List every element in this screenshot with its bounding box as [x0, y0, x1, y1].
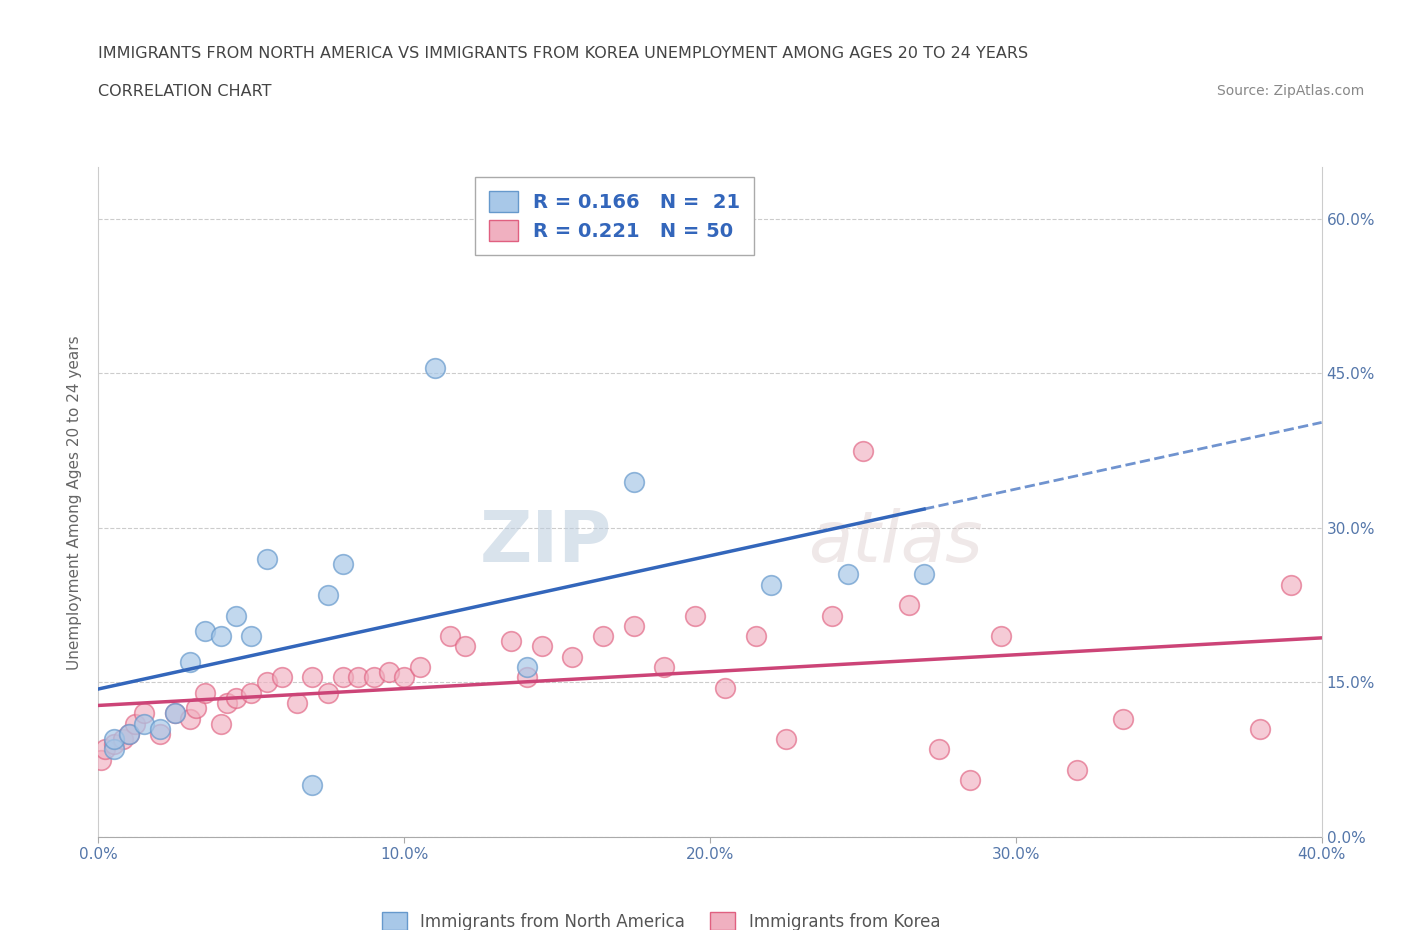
Point: [1249, 722, 1271, 737]
Point: [149, 722, 172, 737]
Point: [516, 670, 538, 684]
Point: [990, 629, 1012, 644]
Point: [623, 474, 645, 489]
Point: [363, 670, 385, 684]
Y-axis label: Unemployment Among Ages 20 to 24 years: Unemployment Among Ages 20 to 24 years: [67, 335, 83, 670]
Point: [439, 629, 461, 644]
Point: [90, 752, 112, 767]
Point: [240, 685, 263, 700]
Point: [347, 670, 370, 684]
Point: [652, 659, 675, 674]
Text: atlas: atlas: [808, 508, 983, 577]
Point: [852, 444, 875, 458]
Point: [118, 726, 141, 741]
Point: [959, 773, 981, 788]
Point: [408, 659, 430, 674]
Point: [821, 608, 844, 623]
Point: [225, 690, 247, 705]
Point: [623, 618, 645, 633]
Point: [1112, 711, 1135, 726]
Point: [194, 623, 217, 638]
Point: [103, 732, 125, 747]
Point: [209, 629, 232, 644]
Point: [270, 670, 292, 684]
Point: [1279, 578, 1302, 592]
Point: [301, 670, 323, 684]
Text: IMMIGRANTS FROM NORTH AMERICA VS IMMIGRANTS FROM KOREA UNEMPLOYMENT AMONG AGES 2: IMMIGRANTS FROM NORTH AMERICA VS IMMIGRA…: [98, 46, 1029, 61]
Text: CORRELATION CHART: CORRELATION CHART: [98, 84, 271, 99]
Point: [256, 551, 278, 566]
Point: [928, 742, 950, 757]
Point: [93, 742, 115, 757]
Point: [423, 361, 446, 376]
Legend: Immigrants from North America, Immigrants from Korea: Immigrants from North America, Immigrant…: [368, 899, 953, 930]
Point: [775, 732, 797, 747]
Point: [163, 706, 186, 721]
Point: [149, 726, 172, 741]
Point: [332, 670, 354, 684]
Point: [285, 696, 308, 711]
Point: [378, 665, 401, 680]
Point: [837, 567, 859, 582]
Point: [454, 639, 477, 654]
Point: [163, 706, 186, 721]
Point: [134, 706, 156, 721]
Point: [194, 685, 217, 700]
Point: [316, 685, 339, 700]
Point: [103, 742, 125, 757]
Point: [103, 737, 125, 751]
Point: [301, 778, 323, 793]
Point: [118, 726, 141, 741]
Point: [124, 716, 146, 731]
Point: [316, 588, 339, 603]
Point: [225, 608, 247, 623]
Point: [209, 716, 232, 731]
Point: [332, 556, 354, 571]
Point: [392, 670, 416, 684]
Point: [745, 629, 768, 644]
Point: [134, 716, 156, 731]
Text: Source: ZipAtlas.com: Source: ZipAtlas.com: [1216, 84, 1364, 98]
Point: [683, 608, 706, 623]
Point: [186, 701, 208, 716]
Point: [179, 711, 201, 726]
Point: [501, 634, 523, 649]
Point: [561, 649, 583, 664]
Point: [516, 659, 538, 674]
Point: [912, 567, 935, 582]
Point: [111, 732, 134, 747]
Point: [714, 680, 737, 695]
Point: [256, 675, 278, 690]
Point: [759, 578, 782, 592]
Point: [240, 629, 263, 644]
Point: [897, 598, 920, 613]
Text: ZIP: ZIP: [479, 508, 612, 577]
Point: [215, 696, 238, 711]
Point: [530, 639, 553, 654]
Point: [1066, 763, 1088, 777]
Point: [179, 655, 201, 670]
Point: [592, 629, 614, 644]
